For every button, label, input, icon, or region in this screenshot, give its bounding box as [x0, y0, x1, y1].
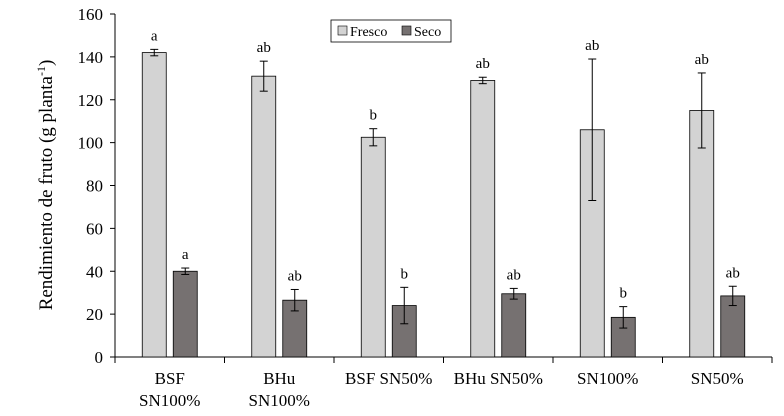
axes-group — [114, 14, 773, 363]
bar-seco — [720, 295, 746, 358]
legend-swatch-fresco — [337, 25, 348, 36]
y-tick-label: 120 — [78, 91, 104, 110]
y-tick-label: 0 — [95, 348, 104, 367]
bar-fresco — [470, 80, 496, 358]
category-label: BHu SN50% — [454, 369, 543, 388]
bar-fresco — [141, 52, 167, 358]
significance-label: ab — [585, 38, 599, 54]
bar-fresco — [360, 136, 386, 358]
bar-seco — [391, 305, 417, 358]
y-tick-label: 80 — [86, 177, 103, 196]
y-tick-label: 20 — [86, 305, 103, 324]
category-label: BSF SN50% — [345, 369, 432, 388]
legend: Fresco Seco — [330, 19, 452, 43]
significance-label: b — [620, 286, 628, 302]
category-labels-group: BSF SN100% BHu SN100% BSF SN50% BHu SN50% SN10… — [139, 369, 744, 410]
bar-fresco — [251, 75, 277, 358]
category-label: BHu — [263, 369, 296, 388]
y-tick-label: 40 — [86, 262, 103, 281]
significance-label: ab — [726, 265, 740, 281]
significance-label: a — [182, 247, 189, 263]
y-tick-label: 100 — [78, 134, 104, 153]
category-label: SN50% — [691, 369, 744, 388]
category-label: SN100% — [577, 369, 638, 388]
significance-label: ab — [507, 267, 521, 283]
significance-label: ab — [288, 268, 302, 284]
bar-seco — [172, 270, 198, 358]
y-ticks-group: 0 20 40 60 80 100 120 140 160 — [78, 5, 115, 367]
y-tick-label: 140 — [78, 48, 104, 67]
legend-label-fresco: Fresco — [350, 25, 387, 40]
category-label: SN100% — [139, 391, 200, 410]
significance-label: b — [401, 266, 409, 282]
legend-label-seco: Seco — [414, 25, 441, 40]
significance-label: a — [151, 28, 158, 44]
y-tick-label: 160 — [78, 5, 104, 24]
category-label: SN100% — [249, 391, 310, 410]
bar-seco — [501, 293, 527, 358]
significance-label: b — [370, 108, 378, 124]
significance-label: ab — [695, 52, 709, 68]
legend-box — [330, 19, 452, 43]
legend-swatch-seco — [401, 25, 412, 36]
significance-label: ab — [476, 56, 490, 72]
y-tick-label: 60 — [86, 219, 103, 238]
category-label: BSF — [155, 369, 185, 388]
significance-label: ab — [257, 40, 271, 56]
bar-fresco — [689, 110, 715, 358]
y-axis-label: Rendimiento de fruto (g planta-1) — [34, 60, 57, 311]
bars-group: a a ab ab b b ab ab ab b ab ab — [141, 28, 746, 358]
